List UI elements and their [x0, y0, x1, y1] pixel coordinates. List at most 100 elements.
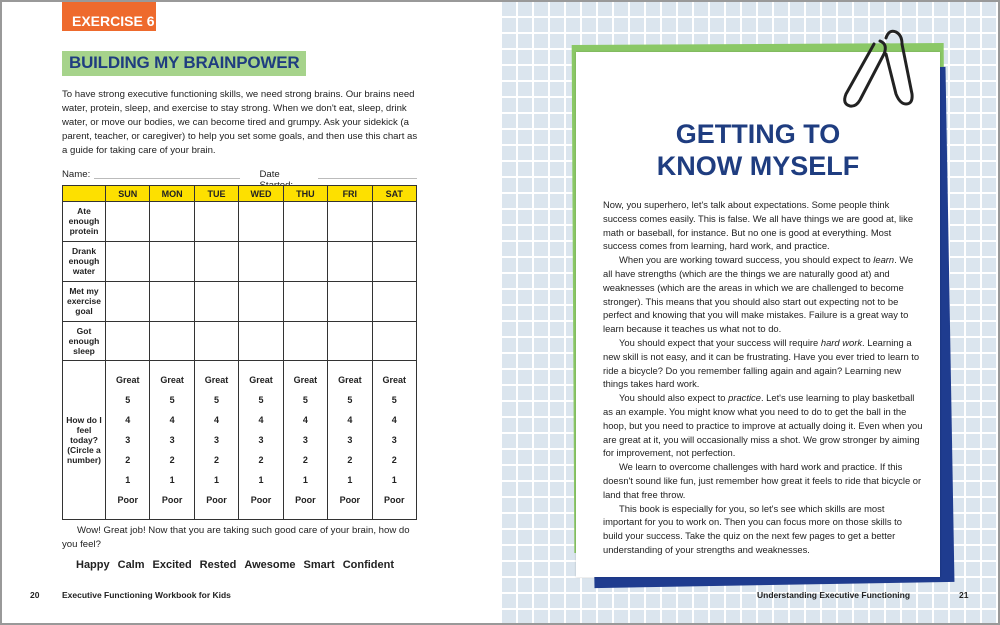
scale-value[interactable]: 3 — [214, 435, 220, 445]
scale-value[interactable]: 3 — [258, 435, 264, 445]
check-cell[interactable] — [327, 201, 373, 242]
scale-value[interactable]: 5 — [169, 395, 175, 405]
scale-value[interactable]: 3 — [169, 435, 175, 445]
feeling-word[interactable]: Confident — [342, 559, 395, 571]
feeling-word[interactable]: Happy — [76, 559, 110, 571]
scale-value[interactable]: 3 — [347, 435, 353, 445]
check-cell[interactable] — [282, 240, 329, 282]
scale-value[interactable]: 4 — [258, 415, 264, 425]
scale-value[interactable]: 5 — [391, 395, 397, 405]
scale-value[interactable]: 4 — [125, 415, 131, 425]
scale-value[interactable]: 1 — [214, 475, 220, 485]
scale-value[interactable]: 2 — [347, 455, 353, 465]
name-field[interactable] — [94, 169, 240, 179]
check-cell[interactable] — [193, 280, 240, 322]
check-cell[interactable] — [238, 201, 284, 242]
scale-value[interactable]: 5 — [302, 395, 308, 405]
check-cell[interactable] — [149, 240, 195, 282]
scale-value[interactable]: Poor — [161, 495, 183, 505]
scale-value[interactable]: 4 — [302, 415, 308, 425]
scale-value[interactable]: 5 — [347, 395, 353, 405]
running-footer: Understanding Executive Functioning — [757, 590, 911, 600]
scale-value[interactable]: Great — [115, 375, 140, 385]
scale-value[interactable]: 5 — [125, 395, 131, 405]
scale-value[interactable]: Poor — [295, 495, 316, 505]
check-cell[interactable] — [238, 320, 284, 361]
check-cell[interactable] — [371, 201, 418, 242]
check-cell[interactable] — [104, 320, 151, 361]
day-header: SUN — [104, 185, 151, 202]
scale-value[interactable]: Great — [293, 375, 318, 385]
scale-value[interactable]: Great — [160, 375, 184, 385]
row-label: Met my exercise goal — [62, 280, 106, 322]
brain-chart: SUN MON TUE WED THU FRI SAT Ate enough protein D… — [62, 185, 418, 520]
feeling-word[interactable]: Rested — [199, 559, 237, 571]
body-paragraph: We learn to overcome challenges with har… — [603, 461, 922, 500]
check-cell[interactable] — [327, 240, 373, 282]
scale-value[interactable]: 2 — [125, 455, 131, 465]
check-cell[interactable] — [238, 240, 284, 282]
scale-value[interactable]: Poor — [384, 495, 405, 505]
check-cell[interactable] — [104, 280, 151, 322]
scale-value[interactable]: 1 — [302, 475, 308, 485]
check-cell[interactable] — [282, 201, 329, 242]
scale-value[interactable]: Great — [249, 375, 273, 385]
scale-value[interactable]: 2 — [258, 455, 264, 465]
scale-value[interactable]: Great — [204, 375, 229, 385]
scale-value[interactable]: 4 — [214, 415, 220, 425]
check-cell[interactable] — [193, 240, 240, 282]
check-cell[interactable] — [149, 201, 195, 242]
scale-value[interactable]: Great — [382, 375, 407, 385]
date-field[interactable] — [318, 169, 417, 179]
scale-value[interactable]: 2 — [302, 455, 308, 465]
scale-value[interactable]: 3 — [125, 435, 131, 445]
title-line-2: KNOW MYSELF — [656, 151, 860, 181]
check-cell[interactable] — [104, 201, 151, 242]
body-paragraph: You should also expect to practice. Let'… — [603, 392, 923, 459]
scale-value[interactable]: 2 — [169, 455, 175, 465]
check-cell[interactable] — [193, 320, 240, 361]
scale-value[interactable]: 1 — [391, 475, 397, 485]
wow-text: Wow! Great job! Now that you are taking … — [62, 525, 410, 550]
right-page: GETTING TO KNOW MYSELF Now, you superher… — [500, 0, 1000, 625]
day-header: SAT — [371, 185, 418, 202]
check-cell[interactable] — [149, 320, 195, 361]
scale-value[interactable]: 3 — [391, 435, 397, 445]
exercise-tag: EXERCISE 6 — [62, 0, 156, 31]
scale-value[interactable]: Great — [338, 375, 362, 385]
check-cell[interactable] — [371, 320, 418, 361]
scale-value[interactable]: 1 — [125, 475, 131, 485]
scale-value[interactable]: 3 — [302, 435, 308, 445]
check-cell[interactable] — [193, 201, 240, 242]
scale-value[interactable]: 4 — [391, 415, 397, 425]
scale-value[interactable]: 4 — [169, 415, 175, 425]
check-cell[interactable] — [327, 320, 373, 361]
check-cell[interactable] — [104, 240, 151, 282]
check-cell[interactable] — [327, 280, 373, 322]
feeling-word[interactable]: Calm — [117, 559, 145, 571]
check-cell[interactable] — [282, 280, 329, 322]
check-cell[interactable] — [282, 320, 329, 361]
scale-value[interactable]: 2 — [391, 455, 397, 465]
check-cell[interactable] — [371, 240, 418, 282]
feeling-word[interactable]: Excited — [152, 559, 192, 571]
feel-scale: Great 5 4 3 2 1 Poor — [282, 360, 329, 520]
scale-value[interactable]: 1 — [347, 475, 353, 485]
scale-value[interactable]: Poor — [117, 495, 138, 505]
scale-value[interactable]: 1 — [258, 475, 264, 485]
scale-value[interactable]: 4 — [347, 415, 353, 425]
check-cell[interactable] — [238, 280, 284, 322]
feeling-word[interactable]: Awesome — [244, 559, 296, 571]
check-cell[interactable] — [149, 280, 195, 322]
card-title: GETTING TO KNOW MYSELF — [576, 118, 940, 182]
feel-scale: Great 5 4 3 2 1 Poor — [149, 360, 195, 520]
feeling-word[interactable]: Smart — [303, 559, 335, 571]
scale-value[interactable]: 5 — [258, 395, 264, 405]
scale-value[interactable]: Poor — [206, 495, 227, 505]
scale-value[interactable]: 2 — [214, 455, 220, 465]
scale-value[interactable]: 5 — [214, 395, 220, 405]
scale-value[interactable]: 1 — [169, 475, 175, 485]
check-cell[interactable] — [371, 280, 418, 322]
scale-value[interactable]: Poor — [339, 495, 361, 505]
scale-value[interactable]: Poor — [250, 495, 272, 505]
